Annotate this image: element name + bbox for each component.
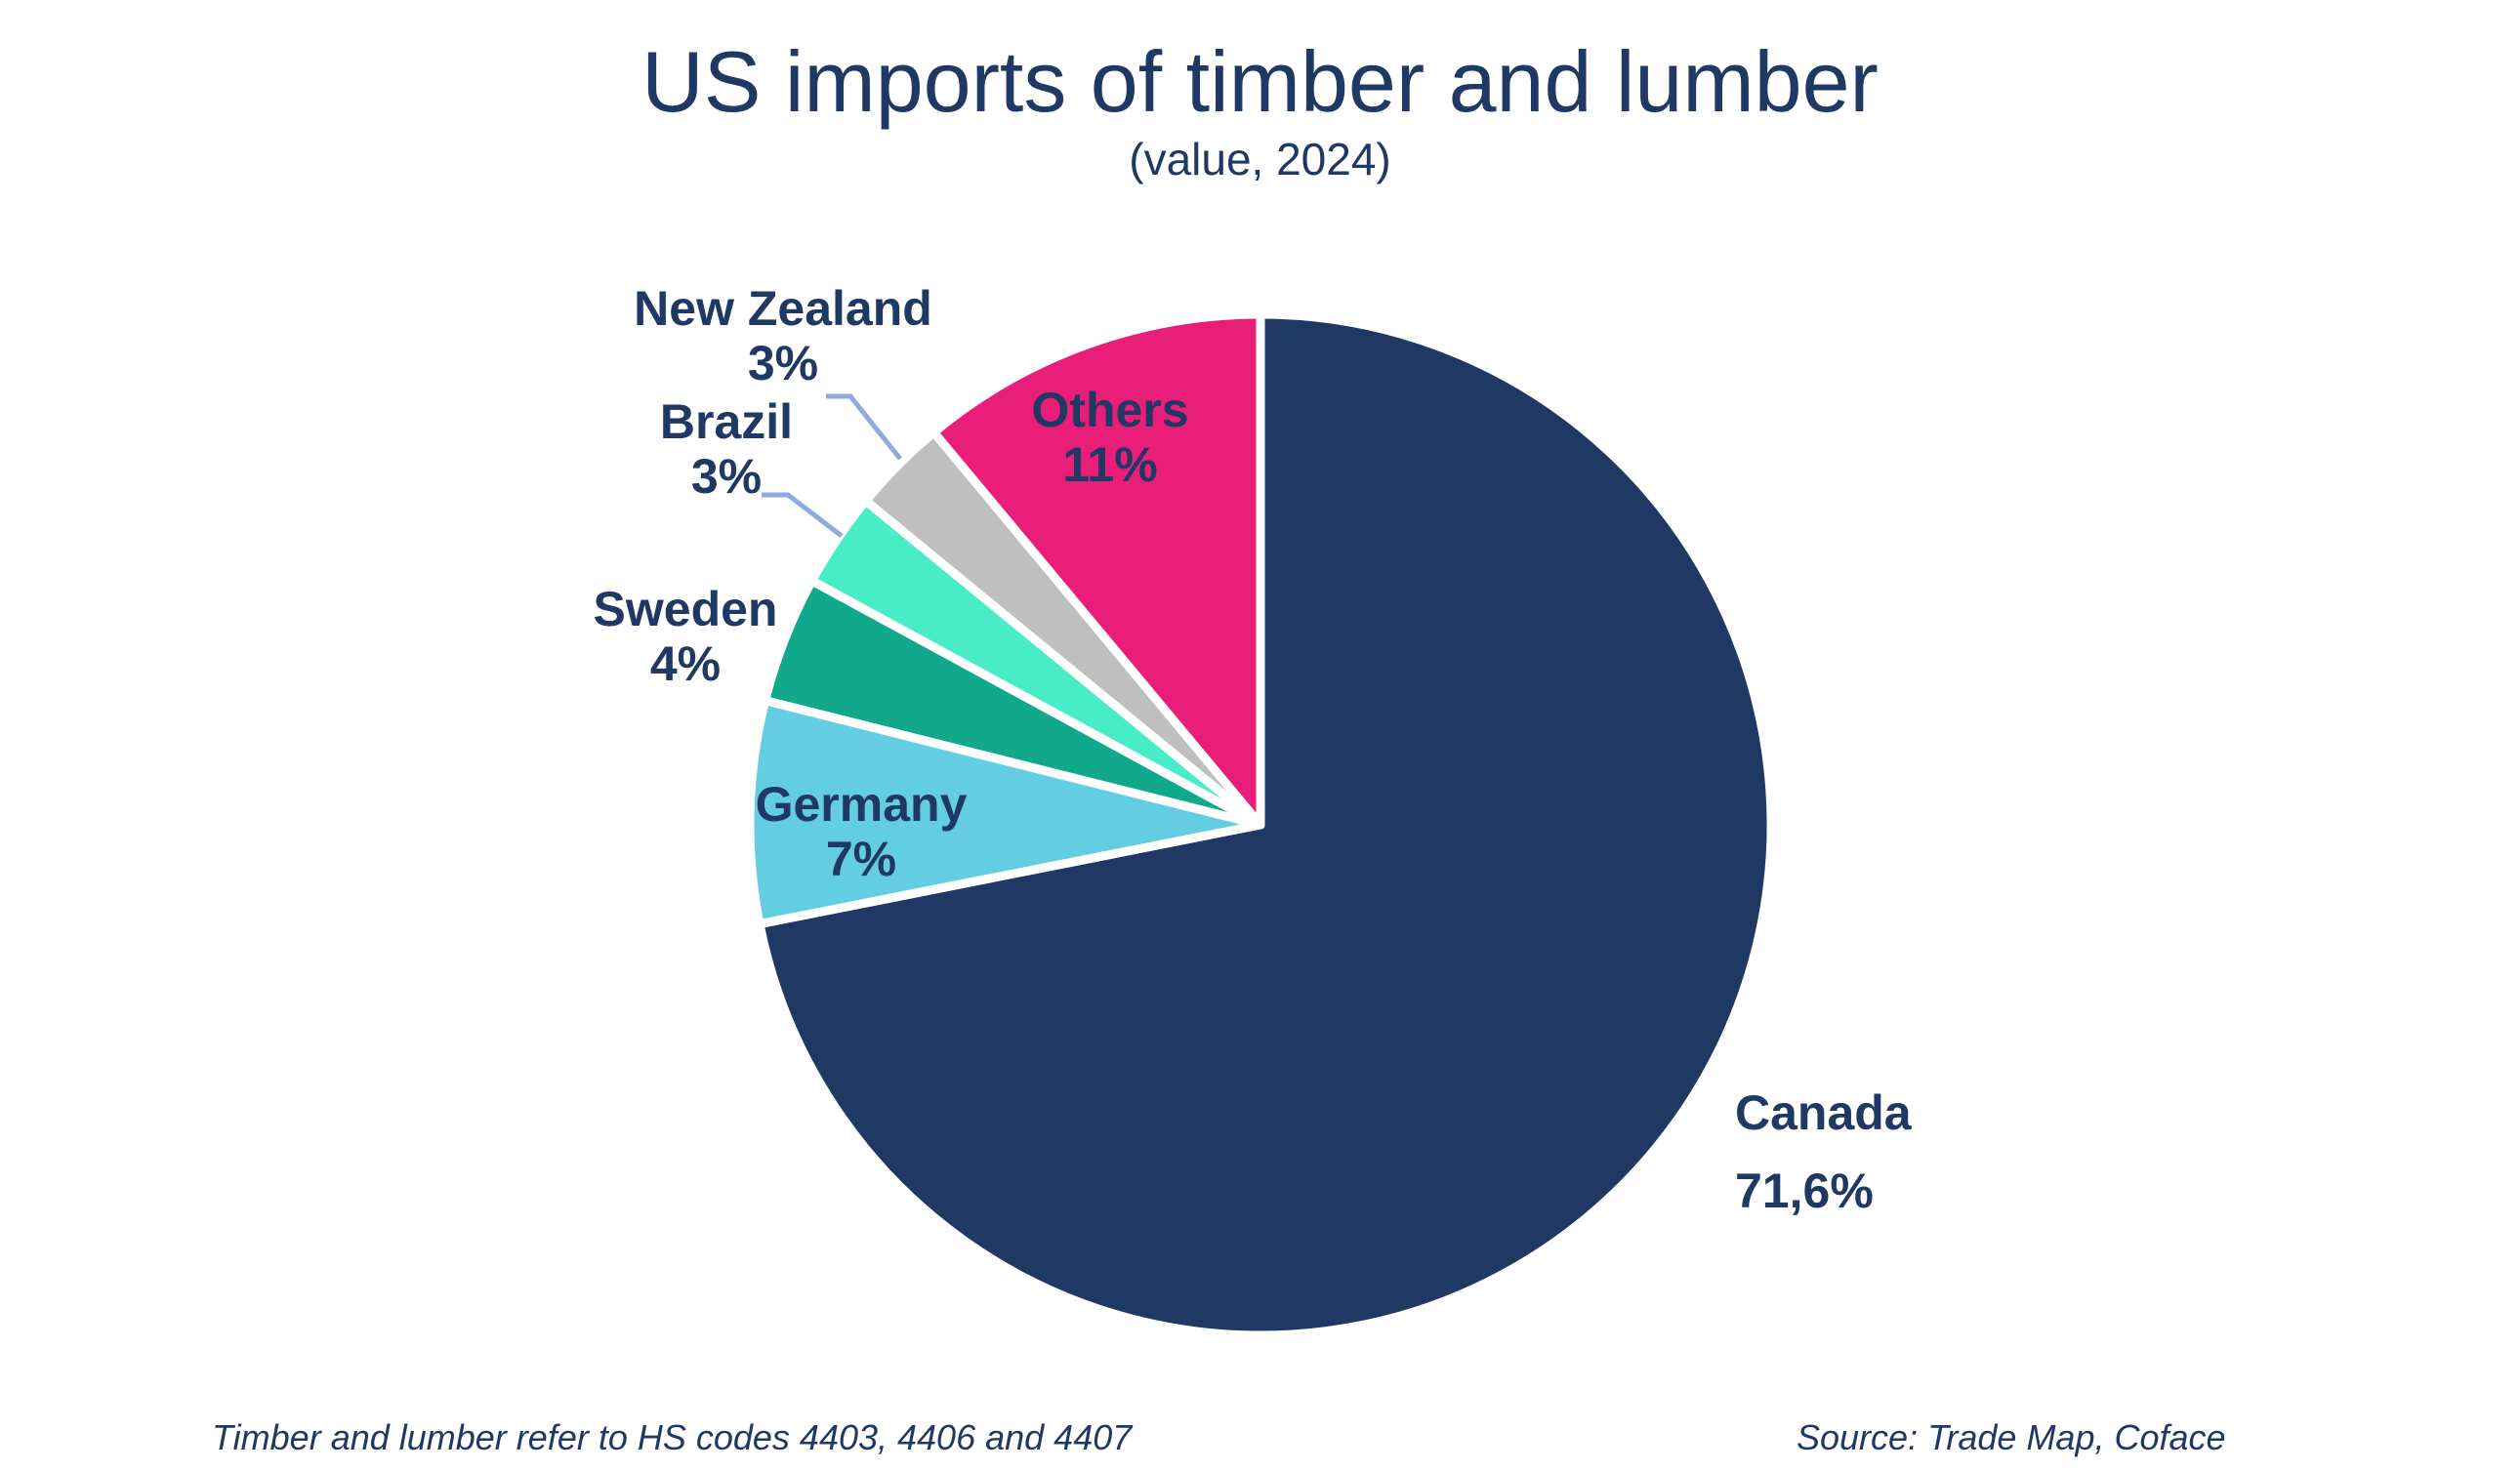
label-canada: Canada 71,6% [1735, 1085, 1912, 1218]
label-germany-pct: 7% [825, 832, 897, 886]
label-sweden: Sweden 4% [594, 582, 778, 691]
pie-slice-others [930, 309, 1265, 830]
label-germany-name: Germany [755, 777, 968, 832]
label-sweden-pct: 4% [649, 636, 722, 691]
label-germany: Germany 7% [756, 777, 968, 886]
label-new-zealand: New Zealand 3% [634, 281, 932, 390]
pie-slice-germany [745, 696, 1265, 929]
label-new-zealand-name: New Zealand [634, 281, 932, 336]
leader-line-brazil [762, 492, 844, 538]
title-block: US imports of timber and lumber (value, … [0, 33, 2520, 185]
label-brazil: Brazil 3% [660, 394, 793, 504]
chart-subtitle: (value, 2024) [1129, 134, 1391, 184]
label-others-name: Others [1031, 383, 1189, 437]
source-note: Source: Trade Map, Coface [1797, 1417, 2226, 1457]
chart-title: US imports of timber and lumber [641, 33, 1879, 130]
label-new-zealand-pct: 3% [747, 336, 819, 390]
label-others: Others 11% [1031, 383, 1188, 492]
pie-slices [745, 309, 1776, 1340]
label-others-pct: 11% [1062, 437, 1158, 492]
pie-slice-canada [755, 309, 1776, 1340]
footnote-hs-codes: Timber and lumber refer to HS codes 4403… [212, 1417, 1133, 1457]
label-sweden-name: Sweden [593, 582, 778, 636]
leader-line-new-zealand [826, 393, 902, 461]
label-canada-name: Canada [1735, 1085, 1912, 1140]
label-brazil-name: Brazil [659, 394, 794, 449]
label-canada-pct: 71,6% [1735, 1164, 1874, 1218]
label-brazil-pct: 3% [690, 449, 763, 504]
